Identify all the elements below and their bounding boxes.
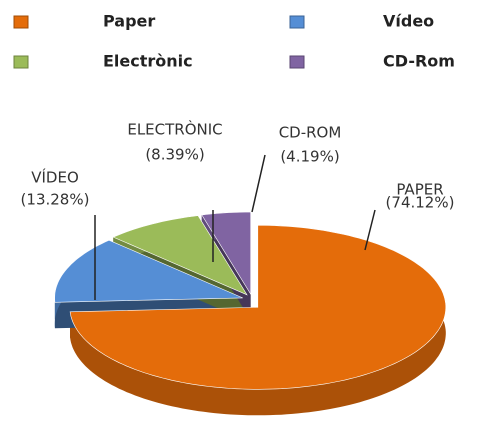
legend-swatch [13, 15, 29, 29]
slice-value-label: (4.19%) [280, 148, 339, 166]
legend-label: Paper [103, 12, 155, 31]
slice-label: PAPER [396, 181, 443, 199]
slice [54, 239, 243, 303]
slice [201, 211, 251, 296]
leader-line [364, 209, 376, 251]
leader-line [251, 154, 266, 213]
legend-swatch [289, 55, 305, 69]
slice-value-label: (74.12%) [386, 194, 455, 212]
legend-label: Electrònic [103, 52, 193, 71]
slice-value-label: (13.28%) [21, 191, 90, 209]
slice-value-label: (8.39%) [145, 146, 204, 164]
legend-label: Vídeo [383, 12, 434, 31]
legend-swatch [13, 55, 29, 69]
slice-label: ELECTRÒNIC [127, 120, 222, 139]
slice [112, 215, 248, 296]
legend-swatch [289, 15, 305, 29]
slice-label: VÍDEO [31, 168, 79, 187]
slice-label: CD-ROM [279, 124, 342, 142]
slice [69, 225, 447, 390]
legend-label: CD-Rom [383, 52, 455, 71]
